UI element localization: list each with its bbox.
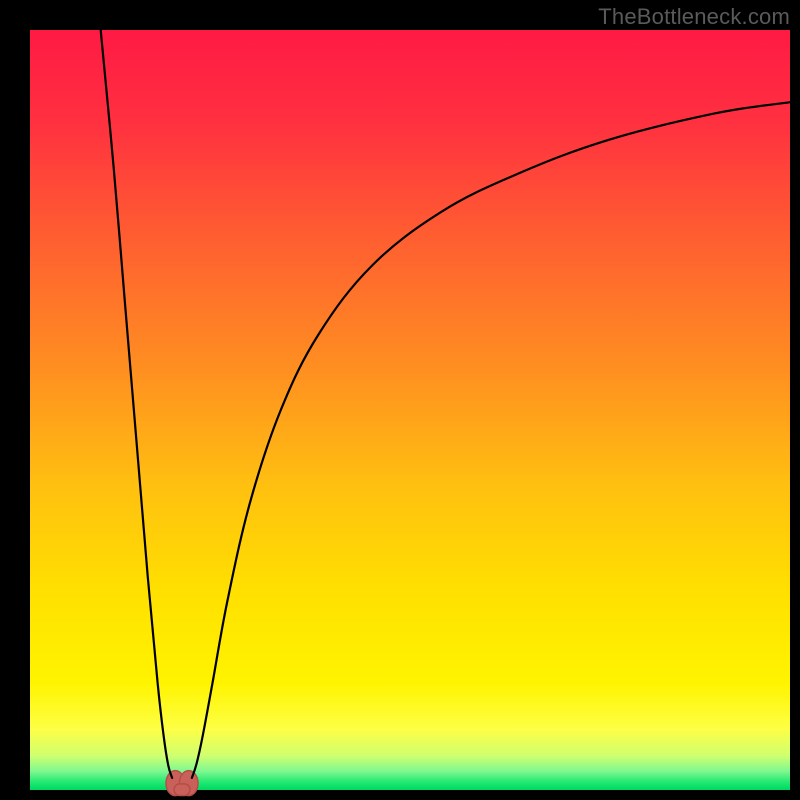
plot-background bbox=[30, 30, 790, 790]
bottleneck-chart bbox=[0, 0, 800, 800]
